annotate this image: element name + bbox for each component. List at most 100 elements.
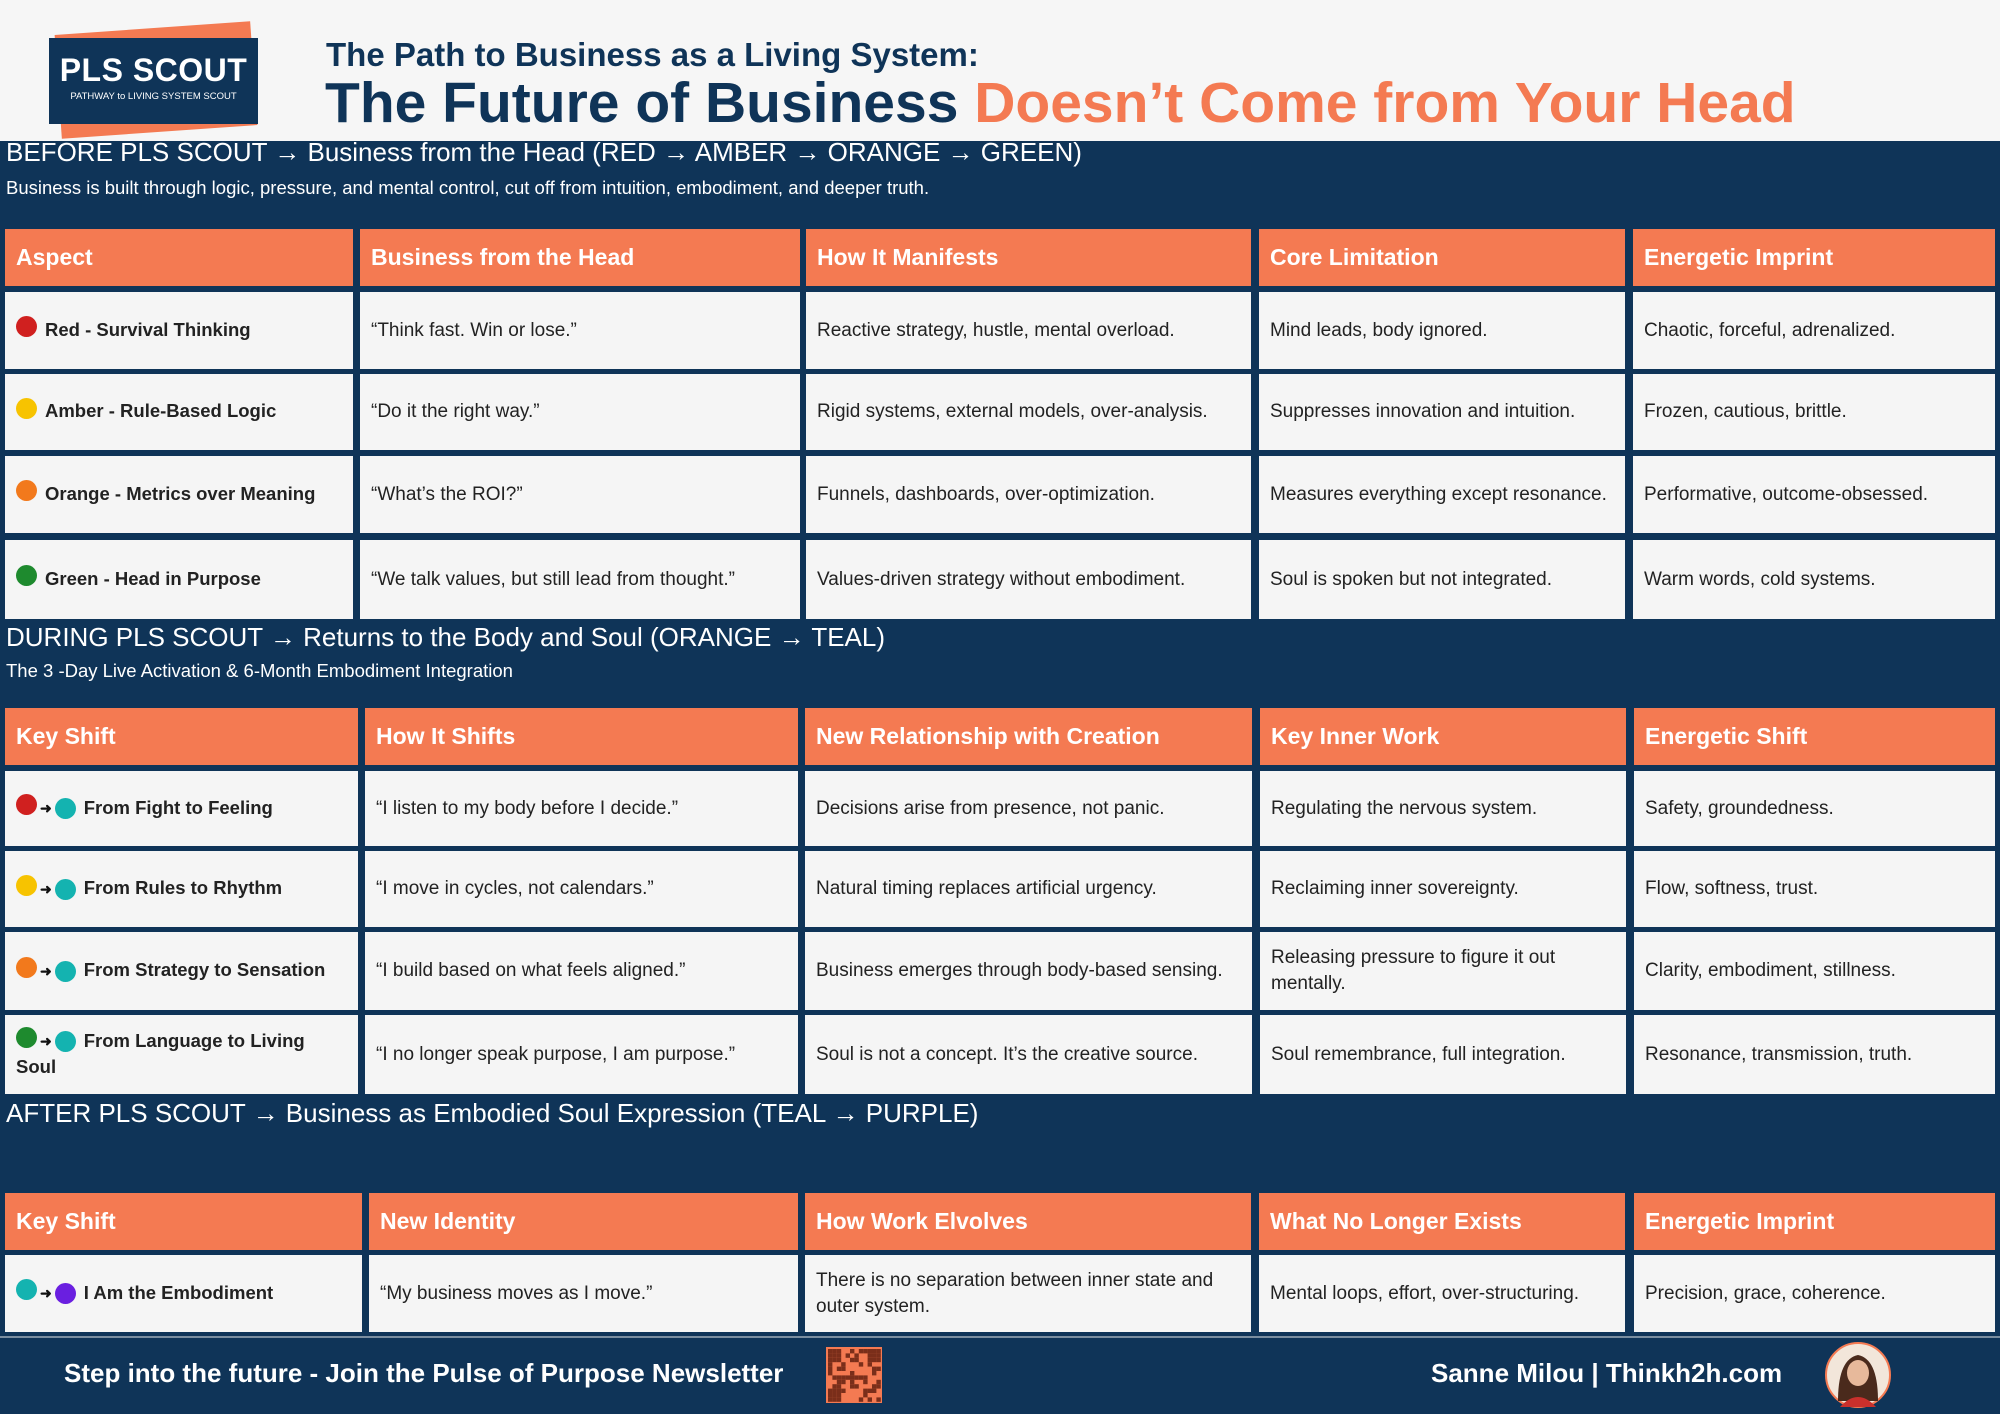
footer-author[interactable]: Sanne Milou | Thinkh2h.com <box>1431 1358 1783 1388</box>
qr-module <box>836 1375 842 1380</box>
qr-module <box>858 1362 864 1367</box>
table-cell: Mental loops, effort, over-structuring. <box>1259 1255 1625 1332</box>
qr-module <box>858 1375 864 1380</box>
color-dot <box>16 794 37 816</box>
column-header: How It Manifests <box>806 229 1251 286</box>
qr-module <box>876 1384 881 1389</box>
table-cell: Suppresses innovation and intuition. <box>1259 374 1625 450</box>
row-label: Amber - Rule-Based Logic <box>16 397 276 425</box>
table-cell: “I move in cycles, not calendars.” <box>365 851 798 927</box>
avatar <box>1825 1342 1891 1408</box>
qr-module <box>872 1357 877 1363</box>
qr-module <box>832 1353 837 1358</box>
qr-module <box>841 1388 846 1393</box>
column-header: Energetic Imprint <box>1634 1193 1995 1250</box>
qr-module <box>828 1349 833 1354</box>
qr-module <box>828 1371 833 1376</box>
qr-module <box>832 1375 837 1380</box>
row-label-text: Green - Head in Purpose <box>45 567 261 589</box>
qr-module <box>867 1357 872 1363</box>
color-dot <box>54 798 76 820</box>
table-cell: Frozen, cautious, brittle. <box>1633 374 1995 450</box>
title-line: The Path to Business as a Living System: <box>326 36 979 73</box>
column-header: Business from the Head <box>360 229 800 286</box>
table-cell: “We talk values, but still lead from tho… <box>360 540 800 619</box>
color-dot <box>16 956 37 978</box>
table-cell: Decisions arise from presence, not panic… <box>805 771 1252 846</box>
table-cell: Releasing pressure to figure it out ment… <box>1260 932 1626 1010</box>
row-label-cell: ➜ From Fight to Feeling <box>5 771 358 846</box>
table-cell: Soul remembrance, full integration. <box>1260 1015 1626 1094</box>
shift-arrow: ➜ <box>40 1285 52 1302</box>
row-label-text: From Fight to Feeling <box>83 796 273 818</box>
color-dot <box>16 565 37 587</box>
color-dot <box>16 874 37 896</box>
qr-module <box>832 1397 837 1402</box>
qr-module <box>872 1384 877 1389</box>
table-cell: Values-driven strategy without embodimen… <box>806 540 1251 619</box>
row-label-text: Orange - Metrics over Meaning <box>45 482 316 504</box>
row-label-cell: Amber - Rule-Based Logic <box>5 374 353 450</box>
qr-code[interactable] <box>826 1347 882 1403</box>
column-header: New Identity <box>369 1193 798 1250</box>
section-subheading: The 3 -Day Live Activation & 6-Month Emb… <box>6 660 513 681</box>
qr-module <box>863 1393 868 1398</box>
table-cell: Safety, groundedness. <box>1634 771 1995 846</box>
qr-module <box>836 1388 842 1393</box>
qr-module <box>836 1379 842 1385</box>
row-label-cell: ➜ I Am the Embodiment <box>5 1255 362 1332</box>
qr-module <box>858 1349 864 1354</box>
table-cell: “I build based on what feels aligned.” <box>365 932 798 1010</box>
qr-module <box>836 1353 842 1358</box>
logo-subtitle: PATHWAY to LIVING SYSTEM SCOUT <box>70 91 237 102</box>
shift-arrow: ➜ <box>40 880 52 897</box>
column-header: Key Inner Work <box>1260 708 1626 765</box>
color-dot <box>54 1283 76 1305</box>
qr-module <box>867 1353 872 1358</box>
row-label: ➜ From Language to Living Soul <box>16 1027 347 1080</box>
qr-module <box>876 1379 881 1385</box>
qr-module <box>863 1379 868 1385</box>
table-cell: “I no longer speak purpose, I am purpose… <box>365 1015 798 1094</box>
table-cell: “Do it the right way.” <box>360 374 800 450</box>
column-header: Energetic Shift <box>1634 708 1995 765</box>
column-header: Key Shift <box>5 708 358 765</box>
qr-module <box>841 1366 846 1371</box>
logo-title: PLS SCOUT <box>59 52 248 88</box>
qr-module <box>836 1349 842 1354</box>
table-cell: Measures everything except resonance. <box>1259 456 1625 533</box>
qr-module <box>828 1362 833 1367</box>
table-cell: Reactive strategy, hustle, mental overlo… <box>806 292 1251 369</box>
qr-module <box>832 1349 837 1354</box>
qr-module <box>850 1384 855 1389</box>
qr-module <box>854 1357 859 1363</box>
table-cell: “Think fast. Win or lose.” <box>360 292 800 369</box>
qr-module <box>841 1379 846 1385</box>
row-label-text: From Rules to Rhythm <box>83 877 283 899</box>
qr-module <box>828 1357 833 1363</box>
table-cell: There is no separation between inner sta… <box>805 1255 1251 1332</box>
row-label: Orange - Metrics over Meaning <box>16 480 316 508</box>
section-heading: DURING PLS SCOUT → Returns to the Body a… <box>6 622 886 652</box>
table-cell: “I listen to my body before I decide.” <box>365 771 798 846</box>
qr-module <box>832 1357 837 1363</box>
table-cell: Soul is spoken but not integrated. <box>1259 540 1625 619</box>
table-cell: “My business moves as I move.” <box>369 1255 798 1332</box>
qr-module <box>836 1357 842 1363</box>
table-cell: “What’s the ROI?” <box>360 456 800 533</box>
qr-module <box>867 1349 872 1354</box>
qr-module <box>867 1397 872 1402</box>
qr-module <box>850 1371 855 1376</box>
qr-module <box>854 1375 859 1380</box>
table-cell: Funnels, dashboards, over-optimization. <box>806 456 1251 533</box>
footer-cta[interactable]: Step into the future - Join the Pulse of… <box>64 1358 784 1388</box>
section-subheading: Business is built through logic, pressur… <box>6 177 930 198</box>
table-cell: Business emerges through body-based sens… <box>805 932 1252 1010</box>
color-dot <box>16 1027 37 1049</box>
column-header: Key Shift <box>5 1193 362 1250</box>
row-label-cell: ➜ From Rules to Rhythm <box>5 851 358 927</box>
color-dot <box>16 480 37 502</box>
qr-module <box>841 1362 846 1367</box>
qr-module <box>872 1371 877 1376</box>
qr-module <box>876 1357 881 1363</box>
